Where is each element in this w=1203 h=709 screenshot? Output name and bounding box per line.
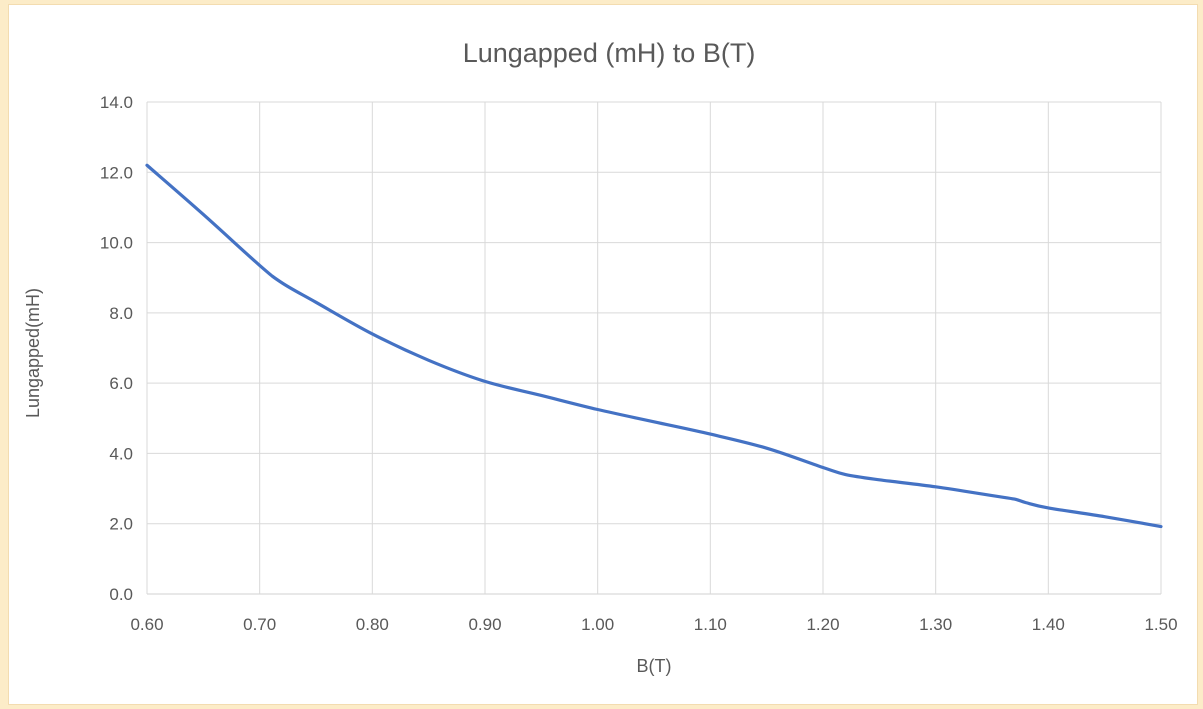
gridlines [146,101,1162,594]
x-tick-label: 1.50 [1144,615,1177,634]
y-axis-label: Lungapped(mH) [23,288,43,418]
x-tick-label: 0.60 [130,615,163,634]
x-axis-ticks: 0.60 0.70 0.80 0.90 1.00 1.10 1.20 1.30 1.40 1.50 [130,615,1177,634]
chart-area: Lungapped (mH) to B(T) 0.0 2.0 4.0 6.0 8.0 10… [8,4,1198,705]
x-tick-label: 0.90 [468,615,501,634]
y-tick-label: 0.0 [109,585,133,604]
x-tick-label: 0.80 [356,615,389,634]
x-tick-label: 1.10 [694,615,727,634]
x-tick-label: 1.40 [1032,615,1065,634]
chart-title: Lungapped (mH) to B(T) [463,38,756,68]
x-axis-label: B(T) [637,656,672,676]
y-tick-label: 6.0 [109,374,133,393]
y-tick-label: 10.0 [100,234,133,253]
x-tick-label: 1.30 [919,615,952,634]
y-tick-label: 2.0 [109,515,133,534]
y-tick-label: 4.0 [109,444,133,463]
line-chart: Lungapped (mH) to B(T) 0.0 2.0 4.0 6.0 8.0 10… [23,38,1178,676]
y-tick-label: 8.0 [109,304,133,323]
x-tick-label: 1.20 [806,615,839,634]
y-tick-label: 12.0 [100,163,133,182]
series-layer [145,163,1163,529]
x-tick-label: 1.00 [581,615,614,634]
x-tick-label: 0.70 [243,615,276,634]
y-axis-ticks: 0.0 2.0 4.0 6.0 8.0 10.0 12.0 14.0 [100,93,133,604]
series-line [145,163,1163,529]
y-tick-label: 14.0 [100,93,133,112]
